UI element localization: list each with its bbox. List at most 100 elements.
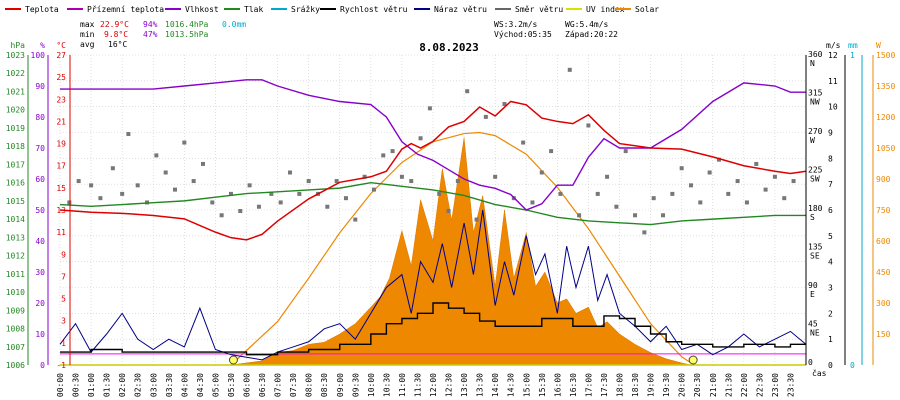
chart-title: 8.08.2023 [419, 41, 479, 54]
axis-percent-tick: 20 [35, 299, 45, 308]
stat-max-temp: 22.9°C [100, 20, 129, 29]
axis-percent-tick: 80 [35, 113, 45, 122]
axis-hpa-tick: 1017 [6, 160, 25, 169]
axis-celsius-tick: 1 [61, 339, 66, 348]
axis-direction-compass: NW [810, 98, 820, 107]
x-axis-tick: 21:30 [724, 373, 733, 397]
axis-celsius-tick: 9 [61, 250, 66, 259]
x-axis-tick: 23:30 [786, 373, 795, 397]
axis-celsius-tick: 13 [56, 206, 66, 215]
axis-direction-tick: 225 [808, 166, 823, 175]
series-wind-direction-point [427, 106, 432, 111]
axis-w-tick: 300 [876, 299, 891, 308]
x-axis-tick: 04:00 [180, 373, 189, 397]
x-axis-tick: 12:00 [429, 373, 438, 397]
x-axis-tick: 15:30 [538, 373, 547, 397]
series-wind-direction-point [688, 183, 693, 188]
x-axis-tick: 08:30 [320, 373, 329, 397]
axis-direction-compass: NE [810, 329, 820, 338]
series-wind-direction-point [325, 204, 330, 209]
axis-percent-tick: 30 [35, 268, 45, 277]
series-wind-direction-point [446, 209, 451, 213]
x-axis-tick: 14:30 [507, 373, 516, 397]
legend-label-7: Směr větru [515, 5, 563, 14]
x-axis-tick: 17:30 [600, 373, 609, 397]
axis-celsius-tick: 23 [56, 95, 66, 104]
sunrise-time: Východ:05:35 [494, 30, 552, 39]
x-axis-tick: 05:00 [211, 373, 220, 397]
x-axis-tick: 10:00 [367, 373, 376, 397]
series-wind-direction-point [679, 166, 684, 171]
x-axis-tick: 18:30 [631, 373, 640, 397]
axis-percent-tick: 10 [35, 330, 45, 339]
axis-ms-tick: 5 [828, 232, 833, 241]
axis-ms-tick: 10 [828, 103, 838, 112]
x-axis-tick: 01:30 [103, 373, 112, 397]
axis-hpa-tick: 1010 [6, 288, 25, 297]
series-wind-direction-point [614, 204, 619, 209]
axis-w-tick: 1350 [876, 82, 895, 91]
axis-ms-tick: 3 [828, 284, 833, 293]
series-wind-direction-point [163, 170, 168, 175]
axis-ms-tick: 7 [828, 180, 833, 189]
plot-area [59, 67, 807, 366]
stats-block: max 22.9°C 94% 1016.4hPa 0.0mm min 9.8°C… [80, 20, 246, 49]
x-axis-tick: 03:30 [165, 373, 174, 397]
axis-ms-tick: 4 [828, 258, 833, 267]
axis-percent-tick: 70 [35, 144, 45, 153]
x-axis-tick: 19:30 [662, 373, 671, 397]
legend-label-6: Náraz větru [434, 5, 487, 14]
series-wind-direction-point [247, 183, 252, 188]
legend-label-9: Solar [635, 5, 659, 14]
x-axis-tick: 06:00 [243, 373, 252, 397]
x-axis-tick: 13:00 [460, 373, 469, 397]
axis-ms-tick: 6 [828, 206, 833, 215]
x-axis-tick: 10:30 [382, 373, 391, 397]
series-wind-direction-point [353, 217, 358, 222]
axis-w-tick: 600 [876, 237, 891, 246]
series-wind-direction-point [455, 179, 460, 184]
axis-direction-tick: 270 [808, 127, 823, 136]
series-wind-direction-point [191, 179, 196, 184]
axis-hpa-tick: 1007 [6, 343, 25, 352]
axis-direction-compass: W [810, 136, 815, 145]
series-wind-direction-point [670, 191, 675, 196]
x-axis-tick: 21:00 [709, 373, 718, 397]
axis-hpa-tick: 1013 [6, 233, 25, 242]
wind-info: WS:3.2m/s WG:5.4m/s Východ:05:35 Západ:2… [494, 20, 618, 39]
x-axis-tick: 17:00 [584, 373, 593, 397]
x-axis-tick: 20:00 [678, 373, 687, 397]
axis-w-tick: 1200 [876, 113, 895, 122]
axis-ms-tick: 9 [828, 129, 833, 138]
x-axis-tick: 22:30 [755, 373, 764, 397]
axis-percent-tick: 40 [35, 237, 45, 246]
axis-celsius-tick: 5 [61, 295, 66, 304]
series-wind-direction-point [371, 187, 376, 192]
axis-w-unit: W [876, 41, 881, 50]
sunset-time: Západ:20:22 [565, 30, 618, 39]
series-wind-direction-point [698, 200, 703, 205]
axis-celsius-tick: 19 [56, 140, 66, 149]
wind-ws: WS:3.2m/s [494, 20, 538, 29]
series-wind-direction-point [465, 89, 470, 94]
series-wind-direction-point [772, 174, 777, 179]
axis-direction-compass: E [810, 290, 815, 299]
sunset-marker [688, 355, 698, 365]
axis-w-tick: 900 [876, 175, 891, 184]
x-axis-tick: 02:30 [134, 373, 143, 397]
axis-direction-tick: 90 [808, 281, 818, 290]
axis-w-tick: 150 [876, 330, 891, 339]
series-wind-direction-point [200, 161, 205, 166]
series-wind-direction-point [418, 136, 423, 141]
x-axis-tick: 11:00 [398, 373, 407, 397]
stat-avg-temp: 16°C [108, 40, 127, 49]
series-wind-direction-point [306, 179, 311, 184]
axis-hpa-tick: 1016 [6, 179, 25, 188]
legend-label-8: UV index [586, 5, 625, 14]
series-wind-direction-point [76, 179, 81, 184]
series-wind-direction-point [595, 191, 600, 196]
axis-percent-tick: 50 [35, 206, 45, 215]
series-wind-direction-point [474, 217, 479, 222]
series-wind-direction-point [754, 161, 759, 166]
